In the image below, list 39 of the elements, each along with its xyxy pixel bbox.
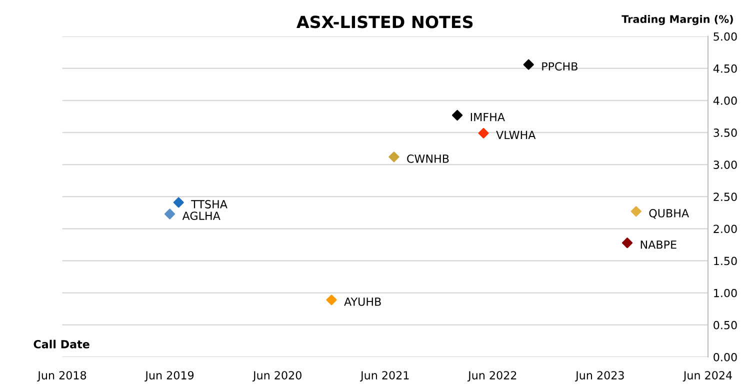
x-tick-label: Jun 2022 (467, 371, 516, 382)
x-axis-title: Call Date (34, 340, 90, 348)
series-label: AGLHA (182, 212, 220, 220)
series-label: PPCHB (542, 62, 578, 71)
series-label: QUBHA (649, 209, 689, 219)
y-tick-label: 1.00 (714, 288, 737, 298)
point (622, 238, 633, 248)
x-tick-label: Jun 2024 (682, 371, 732, 382)
y-tick-label: 4.50 (713, 64, 737, 73)
y-tick-label: 5.00 (714, 32, 737, 41)
x-tick-label: Jun 2019 (144, 371, 194, 382)
point (173, 197, 184, 208)
x-tick-label: Jun 2018 (37, 371, 86, 382)
y-tick-label: 1.50 (714, 256, 737, 266)
y-axis-title: Trading Margin (%) (622, 14, 733, 26)
point (452, 110, 463, 121)
series-label: TTSHA (191, 200, 228, 208)
x-tick-label: Jun 2021 (360, 371, 409, 382)
series-label: AYUHB (344, 298, 381, 306)
point (478, 128, 489, 138)
point (326, 294, 337, 306)
x-tick-label: Jun 2023 (575, 371, 624, 382)
y-tick-label: 0.00 (714, 352, 737, 362)
series-label: IMFHA (470, 112, 505, 122)
point (164, 208, 176, 220)
y-tick-label: 4.00 (713, 96, 737, 105)
x-tick-label: Jun 2020 (252, 371, 302, 382)
series-label: CWNHB (407, 154, 449, 163)
y-tick-label: 3.00 (714, 160, 737, 169)
y-tick-label: 0.50 (714, 320, 737, 330)
point (523, 59, 534, 70)
series-label: VLWHA (496, 130, 536, 140)
chart-title: ASX-LISTED NOTES (296, 16, 473, 28)
y-tick-label: 2.50 (714, 192, 737, 202)
y-tick-label: 3.50 (714, 128, 737, 137)
y-tick-label: 2.00 (714, 224, 737, 234)
point (630, 206, 642, 217)
point (388, 152, 400, 162)
series-label: NABPE (640, 240, 676, 249)
